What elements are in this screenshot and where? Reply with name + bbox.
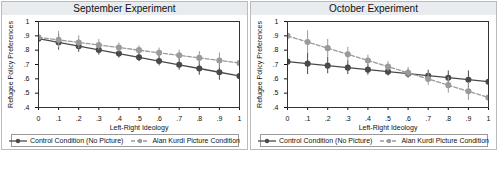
svg-text:.2: .2 [76,115,82,122]
svg-text:.4: .4 [116,115,122,122]
svg-text:.8: .8 [24,46,30,53]
svg-text:.6: .6 [405,115,411,122]
svg-text:1: 1 [487,115,491,122]
svg-text:.2: .2 [325,115,331,122]
svg-text:.9: .9 [273,32,279,39]
svg-text:.6: .6 [273,75,279,82]
svg-text:.5: .5 [24,89,30,96]
svg-text:.9: .9 [465,115,471,122]
svg-text:1: 1 [26,18,30,25]
svg-text:.4: .4 [273,104,279,111]
svg-text:Refugee Policy Preferences: Refugee Policy Preferences [256,21,264,108]
html-text:Control Condition (No Picture): Control Condition (No Picture) [279,137,373,144]
html-text:Alan Kurdi Picture Condition: Alan Kurdi Picture Condition [401,137,489,144]
svg-text:.4: .4 [365,115,371,122]
svg-text:1: 1 [238,115,242,122]
svg-text:.5: .5 [136,115,142,122]
svg-text:.1: .1 [56,115,62,122]
svg-text:.3: .3 [345,115,351,122]
svg-text:.6: .6 [156,115,162,122]
html-text:Control Condition (No Picture): Control Condition (No Picture) [30,137,124,144]
svg-text:.9: .9 [24,32,30,39]
svg-text:.5: .5 [385,115,391,122]
svg-text:.4: .4 [24,104,30,111]
svg-text:1: 1 [275,18,279,25]
html-text:October Experiment: October Experiment [329,3,418,14]
svg-text:.7: .7 [24,61,30,68]
svg-text:Left-Right Ideology: Left-Right Ideology [359,124,418,132]
svg-text:.7: .7 [273,61,279,68]
svg-text:Left-Right Ideology: Left-Right Ideology [110,124,169,132]
svg-text:Refugee Policy Preferences: Refugee Policy Preferences [7,21,15,108]
html-text:September Experiment: September Experiment [73,3,176,14]
svg-text:0: 0 [37,115,41,122]
svg-text:.1: .1 [305,115,311,122]
svg-text:.7: .7 [425,115,431,122]
html-text:Alan Kurdi Picture Condition: Alan Kurdi Picture Condition [152,137,240,144]
svg-text:.3: .3 [96,115,102,122]
svg-text:.5: .5 [273,89,279,96]
svg-text:.8: .8 [273,46,279,53]
svg-text:.8: .8 [196,115,202,122]
svg-text:.6: .6 [24,75,30,82]
svg-text:.9: .9 [216,115,222,122]
svg-text:.8: .8 [445,115,451,122]
svg-text:0: 0 [286,115,290,122]
svg-text:.7: .7 [176,115,182,122]
